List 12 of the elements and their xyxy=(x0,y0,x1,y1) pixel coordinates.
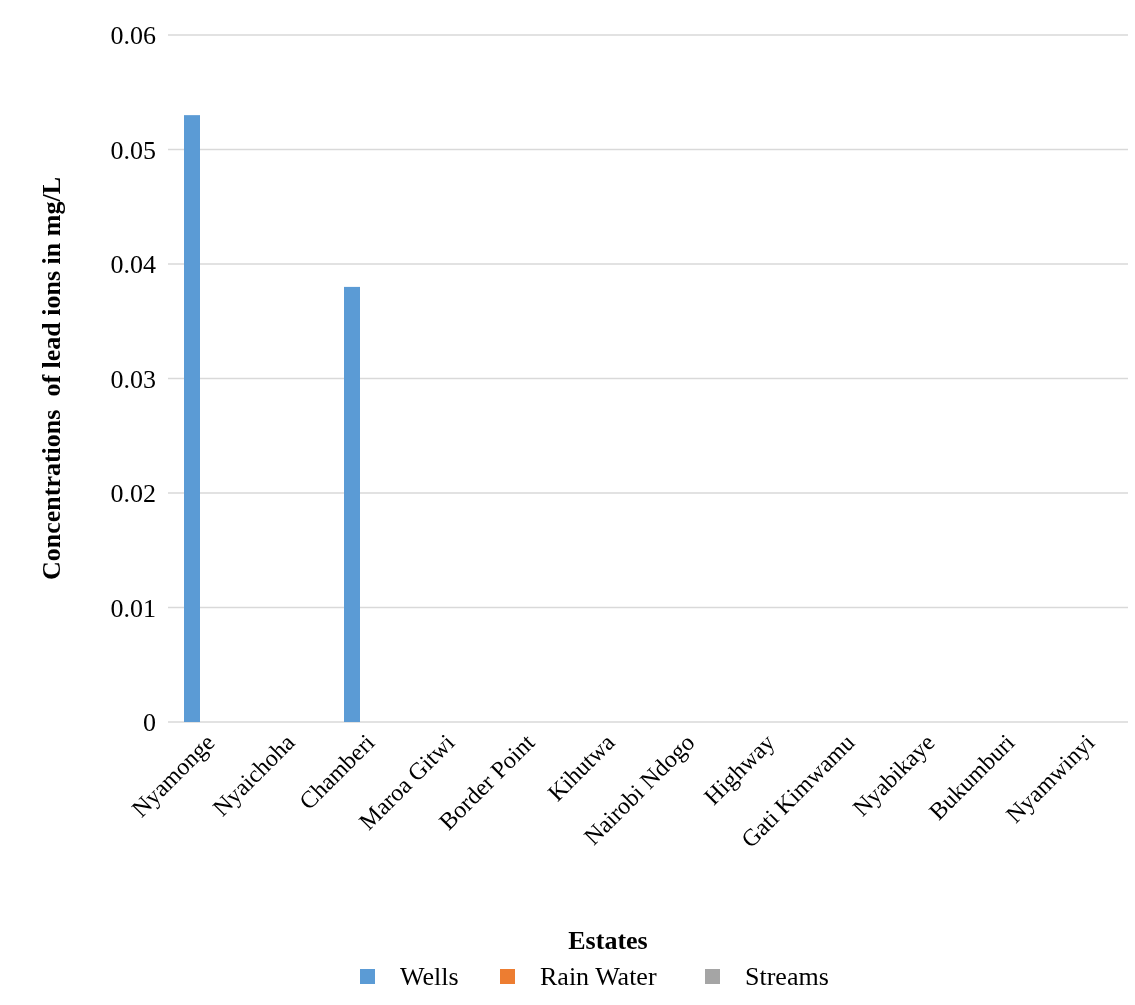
x-axis-title: Estates xyxy=(568,926,648,955)
y-tick-label: 0.06 xyxy=(110,21,156,51)
y-tick-label: 0.04 xyxy=(110,250,156,280)
y-tick-label: 0.05 xyxy=(110,135,156,165)
y-tick-label: 0.02 xyxy=(110,479,156,509)
y-axis-title: Concentrations of lead ions in mg/L xyxy=(37,176,66,581)
legend-label: Rain Water xyxy=(540,962,657,991)
y-tick-label: 0.01 xyxy=(110,593,156,623)
y-tick-label: 0.03 xyxy=(110,364,156,394)
legend-label: Wells xyxy=(400,962,459,991)
legend-label: Streams xyxy=(745,962,829,991)
y-tick-label: 0 xyxy=(143,708,156,738)
